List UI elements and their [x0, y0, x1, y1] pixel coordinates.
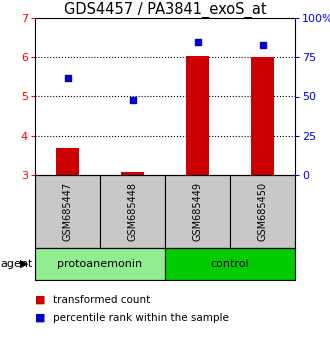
Text: GSM685447: GSM685447	[62, 182, 73, 241]
Text: agent: agent	[0, 259, 32, 269]
Title: GDS4457 / PA3841_exoS_at: GDS4457 / PA3841_exoS_at	[64, 2, 266, 18]
Bar	[165, 248, 295, 280]
Point	[260, 42, 265, 47]
Text: ■: ■	[35, 295, 49, 305]
Bar	[186, 57, 209, 175]
Text: ■: ■	[35, 313, 49, 323]
Point	[195, 39, 200, 44]
Bar	[35, 248, 165, 280]
Bar	[35, 175, 100, 248]
Bar	[121, 172, 144, 175]
Bar	[165, 175, 230, 248]
Text: protoanemonin: protoanemonin	[57, 259, 143, 269]
Bar	[56, 148, 79, 175]
Text: ▶: ▶	[20, 259, 29, 269]
Text: percentile rank within the sample: percentile rank within the sample	[53, 313, 229, 323]
Point	[130, 97, 135, 102]
Bar	[251, 57, 274, 175]
Text: control: control	[211, 259, 249, 269]
Text: transformed count: transformed count	[53, 295, 150, 305]
Bar	[100, 175, 165, 248]
Text: GSM685449: GSM685449	[192, 182, 203, 241]
Bar	[230, 175, 295, 248]
Text: GSM685448: GSM685448	[127, 182, 138, 241]
Text: GSM685450: GSM685450	[257, 182, 268, 241]
Point	[65, 75, 70, 80]
